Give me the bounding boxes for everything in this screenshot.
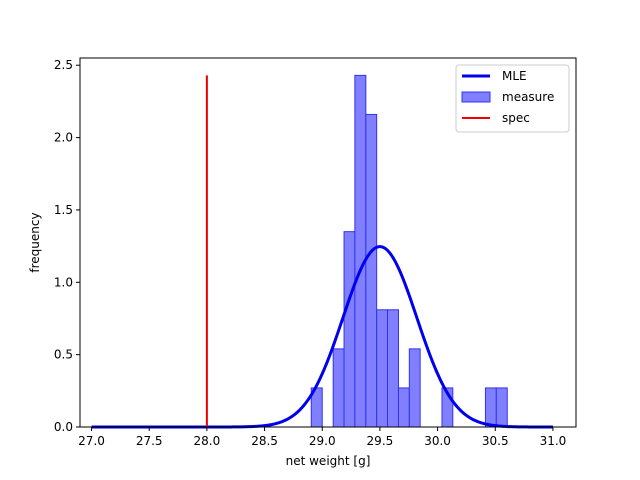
x-tick-label: 30.0 <box>424 434 451 448</box>
histogram-bar-2 <box>343 231 356 428</box>
histogram-bar-11 <box>495 387 508 428</box>
x-tick-label: 28.0 <box>194 434 221 448</box>
y-axis-label: frequency <box>28 212 42 272</box>
histogram-bar-6 <box>387 309 399 428</box>
histogram-bars <box>310 74 508 428</box>
histogram-bar-1 <box>332 348 345 428</box>
x-tick-label: 30.5 <box>482 434 509 448</box>
legend-label: spec <box>502 111 530 125</box>
x-tick-label: 29.0 <box>309 434 336 448</box>
y-axis-ticks: 0.0 0.5 1.0 1.5 2.0 2.5 <box>54 58 80 434</box>
y-tick-label: 1.0 <box>54 275 73 289</box>
x-tick-label: 27.0 <box>78 434 105 448</box>
legend-entry-mle: MLE <box>462 69 527 83</box>
histogram-bar-5 <box>376 309 389 428</box>
x-axis-label: net weight [g] <box>286 454 371 468</box>
histogram-bar-8 <box>408 348 421 428</box>
x-tick-label: 29.5 <box>367 434 394 448</box>
legend: MLE measure spec <box>455 64 570 133</box>
histogram-bar-3 <box>354 74 367 428</box>
legend-box <box>455 64 570 133</box>
legend-entry-measure: measure <box>461 90 554 104</box>
x-tick-label: 27.5 <box>136 434 163 448</box>
y-tick-label: 0.0 <box>54 420 73 434</box>
histogram-bar-4 <box>365 113 378 428</box>
histogram-bar-10 <box>484 387 497 428</box>
y-tick-label: 2.0 <box>54 131 73 145</box>
x-axis-ticks: 27.0 27.5 28.0 28.5 29.0 29.5 30.0 30.5 31.0 <box>78 427 566 448</box>
x-tick-label: 28.5 <box>251 434 278 448</box>
histogram-bar-7 <box>397 387 410 428</box>
plot-area-frame <box>79 57 577 428</box>
legend-label: MLE <box>502 69 527 83</box>
y-tick-label: 0.5 <box>54 348 73 362</box>
legend-swatch <box>461 91 491 103</box>
x-tick-label: 31.0 <box>540 434 567 448</box>
y-tick-label: 2.5 <box>54 58 73 72</box>
y-tick-label: 1.5 <box>54 203 73 217</box>
legend-label: measure <box>502 90 554 104</box>
legend-entry-spec: spec <box>462 111 530 125</box>
